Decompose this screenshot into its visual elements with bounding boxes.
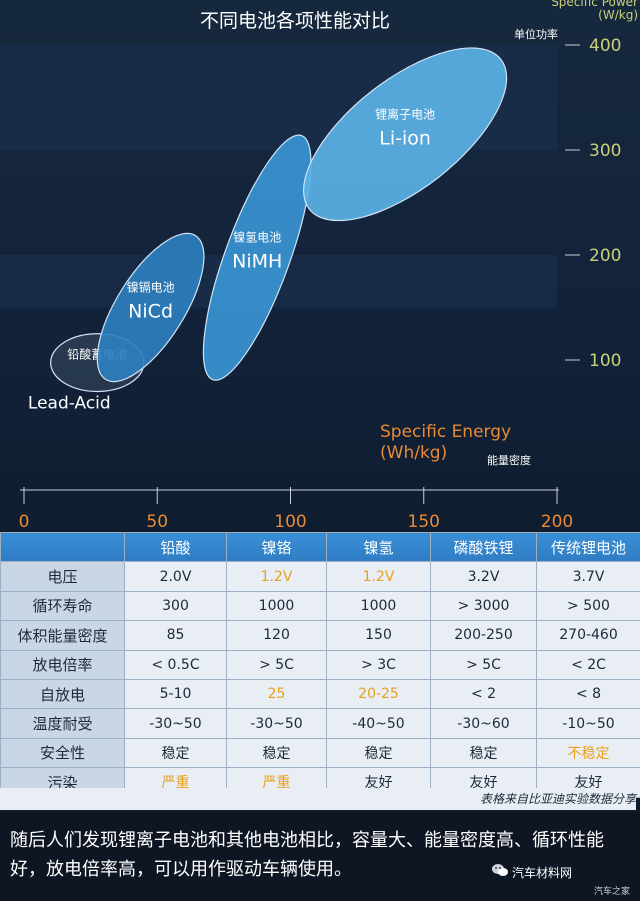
- x-tick-label: 50: [146, 512, 168, 532]
- y-axis-title: Specific Power (W/kg): [551, 0, 638, 22]
- table-cell: -30~60: [430, 708, 537, 739]
- row-label: 循环寿命: [0, 590, 125, 622]
- y-tick-label: 400: [589, 36, 621, 56]
- x-axis-subtitle: 能量密度: [487, 454, 531, 467]
- table-cell: -30~50: [124, 708, 227, 739]
- table-cell: 85: [124, 620, 227, 651]
- y-axis: 100 200 300 400: [565, 36, 621, 371]
- table-row: 循环寿命 300 1000 1000 > 3000 > 500: [0, 590, 640, 622]
- table-cell: 稳定: [124, 737, 227, 769]
- table-cell: 稳定: [226, 737, 327, 769]
- region-label-en: Lead-Acid: [28, 394, 111, 414]
- watermark-corner: 汽车之家: [594, 887, 631, 897]
- table-cell: > 3C: [326, 649, 431, 680]
- table-cell: > 500: [536, 590, 640, 622]
- table-cell: > 5C: [226, 649, 327, 680]
- region-ellipse: [96, 232, 205, 383]
- table-cell: 200-250: [430, 620, 537, 651]
- row-label: 温度耐受: [0, 708, 125, 739]
- region-label-cn: 锂离子电池: [375, 106, 435, 121]
- table-row: 电压 2.0V 1.2V 1.2V 3.2V 3.7V: [0, 561, 640, 592]
- column-header: 镍氢: [326, 531, 431, 563]
- x-tick-label: 200: [541, 512, 573, 532]
- region-label-cn: 镍氢电池: [233, 230, 281, 245]
- region-ellipse: [202, 134, 312, 381]
- table-cell: > 5C: [430, 649, 537, 680]
- table-cell: < 8: [536, 678, 640, 710]
- row-label: 放电倍率: [0, 649, 125, 680]
- region-liion: 锂离子电池 Li-ion: [303, 47, 508, 222]
- x-tick-label: 100: [274, 512, 306, 532]
- y-tick-label: 300: [589, 141, 621, 161]
- table-cell: < 0.5C: [124, 649, 227, 680]
- row-label: 自放电: [0, 678, 125, 710]
- x-tick-label: 150: [408, 512, 440, 532]
- table-cell: < 2: [430, 678, 537, 710]
- table-cell: 3.2V: [430, 561, 537, 592]
- column-header: 铅酸: [124, 531, 227, 563]
- chart-panel: 铅酸蓄电池Lead-Acid镍镉电池NiCd镍氢电池NiMH锂离子电池Li-io…: [0, 0, 640, 533]
- table-row: 温度耐受 -30~50 -30~50 -40~50 -30~60 -10~50: [0, 708, 640, 739]
- comparison-table-wrap: 铅酸 镍铬 镍氢 磷酸铁锂 传统锂电池 电压 2.0V 1.2V 1.2V 3.2V 3.7V 循环…: [0, 531, 640, 798]
- table-row: 安全性 稳定 稳定 稳定 稳定 不稳定: [0, 737, 640, 769]
- region-label-en: Li-ion: [379, 127, 431, 149]
- x-axis: 0 50 100 150 200: [19, 487, 573, 532]
- table-cell: -40~50: [326, 708, 431, 739]
- caption-panel: [0, 812, 640, 901]
- row-label: 安全性: [0, 737, 125, 769]
- table-cell: -30~50: [226, 708, 327, 739]
- table-cell: > 3000: [430, 590, 537, 622]
- table-corner-cell: [0, 531, 125, 563]
- table-row: 体积能量密度 85 120 150 200-250 270-460: [0, 620, 640, 651]
- table-cell: 1.2V: [326, 561, 431, 592]
- region-label-en: NiMH: [232, 251, 282, 273]
- table-cell: 3.7V: [536, 561, 640, 592]
- table-cell: 1000: [326, 590, 431, 622]
- table-body: 电压 2.0V 1.2V 1.2V 3.2V 3.7V 循环寿命 300 1000 1000 > 3…: [0, 561, 640, 798]
- table-cell: 300: [124, 590, 227, 622]
- row-label: 体积能量密度: [0, 620, 125, 651]
- table-cell: 不稳定: [536, 737, 640, 769]
- wechat-icon: [492, 864, 508, 876]
- region-label-cn: 镍镉电池: [127, 281, 175, 295]
- y-tick-label: 200: [589, 246, 621, 266]
- region-ellipse: [303, 47, 508, 222]
- comparison-table: 铅酸 镍铬 镍氢 磷酸铁锂 传统锂电池 电压 2.0V 1.2V 1.2V 3.2V 3.7V 循环…: [0, 531, 640, 798]
- column-header: 磷酸铁锂: [430, 531, 537, 563]
- table-cell: 150: [326, 620, 431, 651]
- table-cell: 20-25: [326, 678, 431, 710]
- table-cell: 120: [226, 620, 327, 651]
- chart-svg: 铅酸蓄电池Lead-Acid镍镉电池NiCd镍氢电池NiMH锂离子电池Li-io…: [0, 36, 621, 532]
- table-cell: 1.2V: [226, 561, 327, 592]
- region-nicd: 镍镉电池 NiCd: [96, 232, 205, 383]
- column-header: 镍铬: [226, 531, 327, 563]
- table-cell: 稳定: [326, 737, 431, 769]
- table-cell: 稳定: [430, 737, 537, 769]
- table-cell: 5-10: [124, 678, 227, 710]
- y-tick-label: 100: [589, 351, 621, 371]
- table-cell: 270-460: [536, 620, 640, 651]
- table-cell: 25: [226, 678, 327, 710]
- watermark-text: 汽车材料网: [512, 866, 573, 880]
- region-label-en: NiCd: [128, 301, 173, 323]
- chart-title: 不同电池各项性能对比: [200, 10, 391, 32]
- x-axis-title: Specific Energy (Wh/kg): [380, 422, 512, 463]
- table-cell: -10~50: [536, 708, 640, 739]
- row-label: 电压: [0, 561, 125, 592]
- table-source-note: 表格来自比亚迪实验数据分享: [0, 788, 636, 810]
- table-cell: 2.0V: [124, 561, 227, 592]
- table-header-row: 铅酸 镍铬 镍氢 磷酸铁锂 传统锂电池: [0, 531, 640, 563]
- table-cell: 1000: [226, 590, 327, 622]
- caption-text: 随后人们发现锂离子电池和其他电池相比，容量大、能量密度高、循环性能好，放电倍率高…: [10, 830, 604, 880]
- battery-regions: 铅酸蓄电池Lead-Acid镍镉电池NiCd镍氢电池NiMH锂离子电池Li-io…: [28, 47, 508, 414]
- y-axis-subtitle: 单位功率: [514, 28, 558, 41]
- column-header: 传统锂电池: [536, 531, 640, 563]
- table-row: 自放电 5-10 25 20-25 < 2 < 8: [0, 678, 640, 710]
- table-row: 放电倍率 < 0.5C > 5C > 3C > 5C < 2C: [0, 649, 640, 680]
- region-nimh: 镍氢电池 NiMH: [202, 134, 312, 381]
- x-tick-label: 0: [19, 512, 30, 532]
- table-cell: < 2C: [536, 649, 640, 680]
